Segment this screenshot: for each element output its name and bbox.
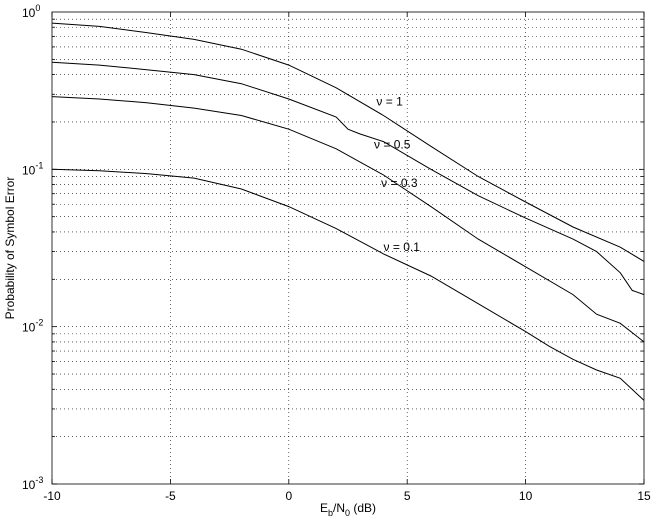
axis-ticks [51,12,645,485]
x-tick-label: 15 [637,489,651,503]
x-tick-label: -5 [165,489,176,503]
x-tick-labels: -10 -5 0 5 10 15 [43,489,651,503]
curves [51,22,645,401]
curve-label: ν = 0.5 [374,137,411,151]
y-tick-label: 100 [22,3,40,20]
series-line-2 [51,96,645,343]
x-tick-label: -10 [43,489,61,503]
y-tick-label: 10-3 [22,475,43,492]
x-tick-label: 10 [519,489,533,503]
curve-label: ν = 0.3 [381,176,418,190]
x-tick-label: 0 [285,489,292,503]
y-tick-label: 10-1 [22,160,43,177]
x-tick-label: 5 [404,489,411,503]
curve-label: ν = 0.1 [384,240,421,254]
y-tick-labels: 100 10-1 10-2 10-3 [22,3,43,492]
x-axis-label: Eb/N0 (dB) [320,501,376,518]
curve-annotations: ν = 1 ν = 0.5 ν = 0.3 ν = 0.1 [374,94,420,254]
y-tick-label: 10-2 [22,318,43,335]
plot-area-frame [51,11,645,485]
series-line-3 [51,168,645,401]
y-axis-label: Probability of Symbol Error [3,177,17,320]
series-line-0 [51,22,645,262]
grid [52,12,644,484]
series-line-1 [51,61,645,296]
curve-label: ν = 1 [376,94,403,108]
